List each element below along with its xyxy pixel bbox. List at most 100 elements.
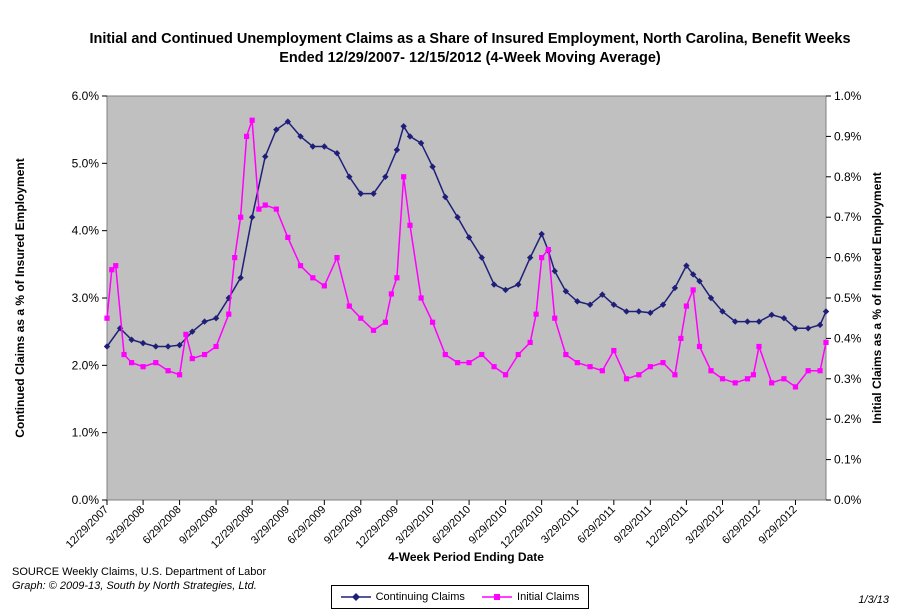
- source-note: SOURCE Weekly Claims, U.S. Department of…: [12, 566, 267, 578]
- data-point-initial: [533, 311, 539, 317]
- data-point-initial: [104, 315, 110, 321]
- data-point-initial: [262, 202, 268, 208]
- data-point-initial: [226, 311, 232, 317]
- data-point-continuing: [755, 318, 763, 325]
- data-point-continuing: [538, 230, 545, 238]
- y-tick-label-right: 0.3%: [834, 372, 862, 386]
- data-point-continuing: [370, 190, 377, 197]
- data-point-continuing: [744, 318, 751, 325]
- legend-swatch-continuing: [340, 593, 371, 601]
- data-point-initial: [732, 380, 738, 386]
- data-point-continuing: [442, 193, 449, 201]
- data-point-initial: [140, 364, 146, 370]
- data-point-continuing: [284, 118, 292, 125]
- data-point-initial: [660, 360, 666, 366]
- x-tick-label: 6/29/2008: [141, 504, 184, 547]
- data-point-initial: [442, 351, 448, 358]
- data-point-continuing: [478, 254, 485, 261]
- series-line-0: [106, 120, 827, 348]
- data-point-continuing: [816, 321, 824, 329]
- data-point-initial: [165, 368, 171, 374]
- data-point-continuing: [262, 153, 269, 160]
- data-point-continuing: [212, 315, 220, 322]
- date-stamp: 1/3/13: [858, 594, 889, 606]
- data-point-initial: [623, 376, 630, 382]
- data-point-initial: [407, 222, 413, 228]
- data-point-continuing: [696, 277, 703, 285]
- data-point-initial: [232, 255, 238, 261]
- data-point-initial: [563, 351, 569, 358]
- data-point-initial: [321, 283, 327, 289]
- data-point-continuing: [780, 315, 788, 322]
- data-point-initial: [817, 368, 823, 374]
- data-point-continuing: [689, 271, 697, 278]
- data-point-initial: [587, 364, 593, 370]
- data-point-continuing: [502, 286, 509, 294]
- data-point-continuing: [551, 267, 558, 275]
- data-point-continuing: [429, 163, 436, 170]
- data-point-continuing: [176, 341, 183, 349]
- y-axis-label-right: Initial Claims as a % of Insured Employm…: [870, 172, 884, 423]
- series-line-1: [106, 119, 827, 388]
- y-tick-label-right: 0.1%: [834, 453, 862, 467]
- y-tick-label-right: 1.0%: [834, 89, 862, 103]
- data-point-initial: [189, 356, 195, 362]
- data-point-initial: [213, 343, 219, 350]
- x-tick-label: 12/29/2007: [64, 504, 111, 551]
- legend-item-continuing: Continuing Claims: [340, 591, 465, 603]
- data-point-initial: [690, 287, 696, 293]
- data-point-continuing: [822, 308, 830, 315]
- data-point-continuing: [707, 294, 715, 302]
- data-point-continuing: [164, 343, 172, 350]
- data-point-continuing: [574, 298, 581, 305]
- data-point-initial: [201, 351, 208, 358]
- data-point-continuing: [273, 126, 280, 133]
- data-point-initial: [121, 351, 127, 358]
- legend-label-continuing: Continuing Claims: [375, 591, 465, 603]
- data-point-initial: [394, 275, 400, 281]
- legend-swatch-initial: [482, 594, 513, 600]
- data-point-initial: [256, 206, 262, 212]
- data-point-continuing: [671, 284, 679, 292]
- data-point-initial: [756, 343, 762, 350]
- y-tick-label-right: 0.5%: [834, 291, 862, 305]
- data-point-continuing: [321, 143, 328, 150]
- data-point-continuing: [526, 254, 534, 261]
- data-point-initial: [238, 214, 244, 220]
- data-point-initial: [574, 360, 580, 366]
- data-point-initial: [401, 174, 407, 180]
- data-point-initial: [611, 347, 617, 354]
- data-point-initial: [418, 295, 424, 301]
- x-axis-label: 4-Week Period Ending Date: [388, 550, 544, 564]
- y-tick-label-left: 4.0%: [72, 224, 100, 238]
- y-tick-label-left: 6.0%: [72, 89, 100, 103]
- data-point-initial: [454, 360, 461, 366]
- data-point-initial: [183, 331, 189, 337]
- data-point-continuing: [623, 308, 630, 315]
- data-point-initial: [647, 364, 653, 370]
- y-tick-label-right: 0.6%: [834, 251, 862, 265]
- data-point-continuing: [610, 301, 618, 308]
- data-point-initial: [243, 133, 250, 139]
- data-point-continuing: [309, 143, 317, 150]
- y-tick-label-left: 3.0%: [72, 291, 100, 305]
- data-point-continuing: [333, 150, 341, 157]
- data-point-initial: [805, 368, 811, 374]
- data-point-continuing: [731, 318, 739, 325]
- data-point-continuing: [248, 214, 256, 221]
- y-tick-label-right: 0.0%: [834, 493, 862, 507]
- data-point-initial: [370, 327, 377, 333]
- data-point-initial: [708, 368, 714, 374]
- data-point-continuing: [792, 325, 799, 332]
- data-point-continuing: [237, 274, 244, 281]
- data-point-continuing: [804, 325, 812, 332]
- data-point-continuing: [768, 311, 775, 319]
- series-layer: [103, 117, 830, 390]
- legend-label-initial: Initial Claims: [517, 591, 580, 603]
- x-tick-label: 3/29/2012: [684, 504, 727, 547]
- data-point-initial: [479, 351, 485, 358]
- y-tick-label-right: 0.2%: [834, 412, 862, 426]
- data-point-continuing: [659, 301, 667, 308]
- data-point-continuing: [635, 308, 643, 315]
